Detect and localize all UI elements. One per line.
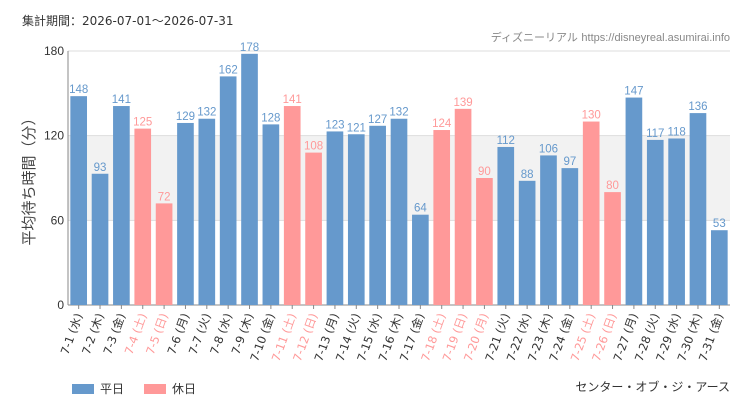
legend-item-weekday[interactable]: 平日 (72, 380, 124, 397)
credit-name: ディズニーリアル (490, 31, 578, 44)
bar (305, 152, 322, 305)
bar (433, 130, 451, 305)
bar-value-label: 178 (240, 42, 259, 54)
bar-value-label: 141 (283, 94, 302, 106)
bar-value-label: 132 (197, 107, 216, 119)
attraction-name: センター・オブ・ジ・アース (575, 380, 730, 394)
bar-value-label: 136 (688, 101, 707, 113)
bar (113, 106, 130, 306)
bar (70, 96, 88, 306)
bar-value-label: 123 (325, 119, 344, 131)
bar-value-label: 125 (133, 117, 152, 129)
bar-value-label: 121 (347, 122, 366, 134)
bar (518, 180, 536, 305)
bar (582, 121, 600, 305)
bar-value-label: 112 (497, 135, 515, 147)
bar-value-label: 124 (432, 118, 452, 130)
bar-value-label: 72 (158, 191, 171, 203)
bar-value-label: 132 (389, 107, 408, 119)
bar (390, 118, 408, 305)
y-axis-title: 平均待ち時間（分） (20, 110, 38, 245)
bar (198, 118, 216, 305)
bar (668, 138, 685, 305)
bar-value-label: 139 (453, 97, 472, 109)
bar (241, 53, 258, 306)
bar (219, 76, 237, 306)
legend-label-holiday: 休日 (172, 382, 197, 396)
bar-value-label: 129 (176, 111, 195, 123)
bar (134, 128, 152, 305)
bar (540, 155, 557, 305)
bar (604, 192, 621, 305)
bar-value-label: 53 (713, 218, 726, 230)
bar-value-label: 64 (414, 203, 427, 215)
legend-label-weekday: 平日 (100, 382, 125, 396)
bar-value-label: 90 (478, 166, 491, 178)
bar (689, 113, 707, 305)
bar (646, 139, 664, 305)
bar (369, 125, 386, 306)
bar (347, 134, 365, 305)
source-credit[interactable]: ディズニーリアル https://disneyreal.asumirai.inf… (491, 29, 730, 45)
legend-swatch-holiday (144, 383, 167, 394)
bar-value-label: 147 (624, 86, 643, 98)
bar (262, 124, 280, 305)
y-tick-label: 0 (57, 298, 64, 312)
legend-swatch-weekday (72, 383, 94, 394)
bar (283, 106, 301, 306)
bar (454, 108, 472, 305)
bar-value-label: 117 (646, 128, 664, 140)
credit-url[interactable]: https://disneyreal.asumirai.info (581, 32, 730, 44)
bar (710, 230, 728, 305)
legend: 平日 休日 (72, 380, 196, 397)
y-tick-label: 60 (51, 213, 65, 227)
y-tick-label: 120 (44, 129, 64, 143)
bar-value-label: 148 (69, 84, 88, 96)
bar-value-label: 162 (219, 64, 238, 76)
bar (91, 173, 109, 305)
bar-value-label: 128 (261, 112, 280, 124)
bar-value-label: 106 (539, 143, 558, 155)
bar-value-label: 141 (112, 94, 131, 106)
bar (412, 214, 429, 305)
bar (476, 178, 493, 305)
bar-value-label: 130 (582, 110, 601, 122)
bar-value-label: 93 (94, 162, 107, 174)
y-tick-label: 180 (44, 44, 64, 58)
bar (625, 97, 643, 305)
bar-value-label: 127 (368, 114, 387, 126)
bar (497, 146, 515, 305)
bar (155, 203, 173, 305)
collection-period: 集計期間：2026-07-01～2026-07-31 (22, 14, 234, 28)
bar-value-label: 118 (667, 126, 685, 138)
bar (326, 131, 344, 305)
bar-value-label: 108 (304, 141, 323, 153)
bar-value-label: 88 (521, 169, 534, 181)
bar (561, 168, 579, 305)
legend-item-holiday[interactable]: 休日 (144, 380, 196, 397)
bar-value-label: 80 (606, 180, 619, 192)
bar-value-label: 97 (563, 156, 576, 168)
bar (177, 122, 194, 305)
